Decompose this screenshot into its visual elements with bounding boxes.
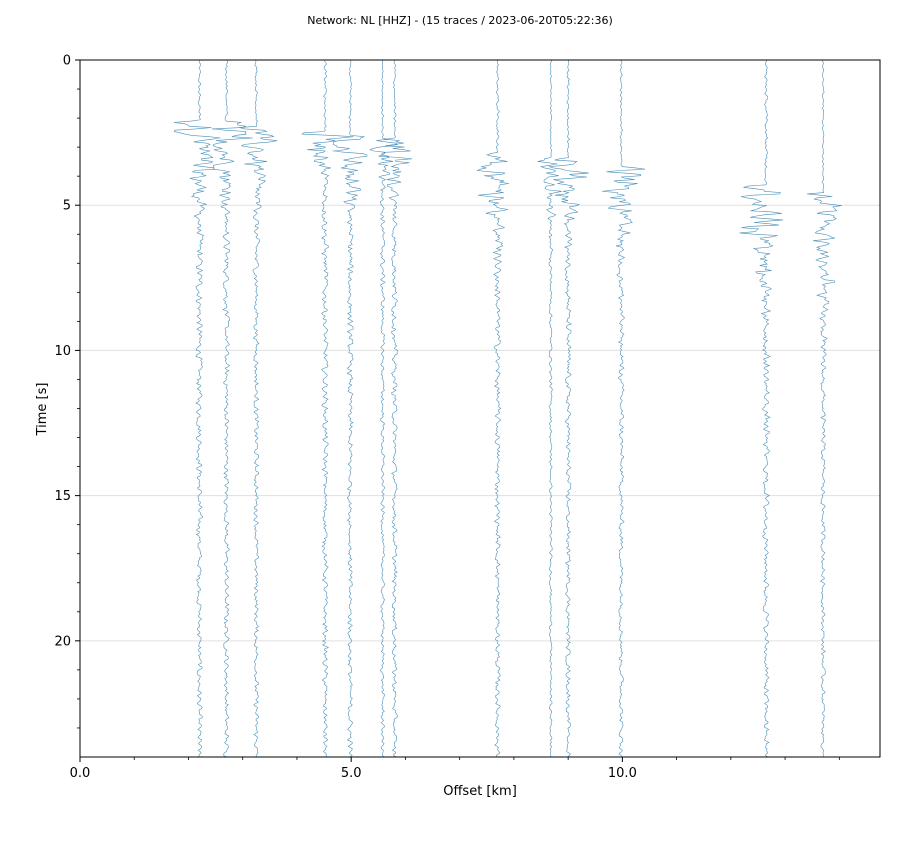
trace-13 <box>806 59 842 757</box>
trace-2 <box>211 59 253 758</box>
x-tick-label-10.0: 10.0 <box>608 766 637 781</box>
trace-6 <box>369 59 398 757</box>
y-axis-label: Time [s] <box>35 383 50 437</box>
x-axis-label: Offset [km] <box>443 784 517 799</box>
y-tick-label-0: 0 <box>63 54 71 69</box>
trace-5 <box>332 59 368 758</box>
x-tick-label-5.0: 5.0 <box>341 766 362 781</box>
y-tick-label-20: 20 <box>54 634 71 649</box>
trace-11 <box>602 59 646 757</box>
chart-title: Network: NL [HHZ] - (15 traces / 2023-06… <box>307 14 613 27</box>
y-tick-label-10: 10 <box>54 344 71 359</box>
trace-group <box>173 59 842 758</box>
y-tick-label-15: 15 <box>54 489 71 504</box>
grid-lines <box>80 204 880 642</box>
trace-3 <box>239 59 278 757</box>
trace-8 <box>476 59 510 757</box>
trace-4 <box>301 59 354 757</box>
x-tick-label-0.0: 0.0 <box>70 766 91 781</box>
y-tick-label-5: 5 <box>63 199 71 214</box>
axis-ticks: 0.0 5.0 10.0 0 5 10 15 20 <box>54 54 840 781</box>
trace-1 <box>173 59 221 758</box>
trace-9 <box>537 59 562 757</box>
trace-10 <box>549 59 589 758</box>
trace-12 <box>739 59 784 758</box>
trace-7 <box>378 59 413 758</box>
